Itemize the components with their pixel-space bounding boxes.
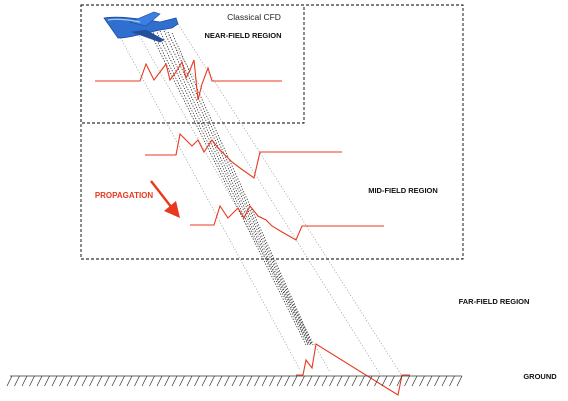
ground-hatch-mark bbox=[419, 375, 425, 387]
ground-hatch-mark bbox=[344, 375, 350, 387]
ground-hatch-mark bbox=[291, 375, 298, 387]
ground-hatch-mark bbox=[314, 375, 320, 387]
ground-hatch-mark bbox=[216, 375, 223, 387]
ground-hatch-mark bbox=[111, 375, 118, 387]
ground-hatch-mark bbox=[104, 375, 110, 387]
ray-line bbox=[147, 27, 307, 346]
ground-hatch-mark bbox=[156, 375, 163, 387]
ground-hatch-mark bbox=[351, 375, 358, 387]
ground-hatch-mark bbox=[239, 375, 245, 387]
ray-line bbox=[163, 30, 312, 346]
ground-hatch-mark bbox=[149, 375, 155, 387]
ray-line bbox=[159, 21, 381, 375]
mid-field-region-label: MID-FIELD REGION bbox=[368, 186, 438, 195]
ground-hatch-mark bbox=[134, 375, 140, 387]
ground-hatch-mark bbox=[404, 375, 410, 387]
ground-hatch-mark bbox=[21, 375, 28, 387]
ground-hatch-mark bbox=[119, 375, 125, 387]
ray-line bbox=[151, 29, 309, 346]
ground-hatch-mark bbox=[449, 375, 455, 387]
ground-hatch-mark bbox=[261, 375, 268, 387]
ground-hatch-mark bbox=[231, 375, 238, 387]
ground-hatch-mark bbox=[59, 375, 65, 387]
ground-label: GROUND bbox=[523, 372, 557, 381]
ground-hatch-mark bbox=[66, 375, 73, 387]
ground-hatch-mark bbox=[51, 375, 58, 387]
focused-ray-bundle bbox=[147, 27, 314, 346]
ground-hatch-mark bbox=[209, 375, 215, 387]
ground-hatch-mark bbox=[306, 375, 313, 387]
ground-signature bbox=[296, 343, 410, 396]
aircraft-icon bbox=[103, 11, 179, 43]
ground-hatch-mark bbox=[299, 375, 305, 387]
ground-hatch-mark bbox=[179, 375, 185, 387]
far-field-region-label: FAR-FIELD REGION bbox=[459, 297, 530, 306]
propagation-label: PROPAGATION bbox=[95, 191, 154, 200]
ground-hatch-mark bbox=[366, 375, 373, 387]
ground-hatch-mark bbox=[269, 375, 275, 387]
ground-hatch-mark bbox=[186, 375, 193, 387]
ground-hatch-mark bbox=[126, 375, 133, 387]
ground-hatch-mark bbox=[29, 375, 35, 387]
ground-hatch-mark bbox=[374, 375, 380, 387]
ground-hatch-mark bbox=[396, 375, 403, 387]
ray-line bbox=[167, 31, 313, 346]
ground-hatch-mark bbox=[336, 375, 343, 387]
ground-hatch-mark bbox=[246, 375, 253, 387]
ground-hatch-mark bbox=[44, 375, 50, 387]
ground-hatch-mark bbox=[141, 375, 148, 387]
ground-hatch-mark bbox=[254, 375, 260, 387]
ground-hatch-mark bbox=[74, 375, 80, 387]
outer-rays bbox=[111, 21, 403, 377]
ground-hatch-mark bbox=[96, 375, 103, 387]
ground-hatch-mark bbox=[329, 375, 335, 387]
ground-hatch-mark bbox=[434, 375, 440, 387]
near-field-signature bbox=[95, 59, 282, 101]
ground-hatch-mark bbox=[14, 375, 20, 387]
ground-hatch-mark bbox=[359, 375, 365, 387]
ground-hatch-mark bbox=[321, 375, 328, 387]
ground-hatch-mark bbox=[411, 375, 418, 387]
ground-hatch-mark bbox=[194, 375, 200, 387]
mid-field-signature-lower bbox=[190, 204, 384, 241]
ground-hatch-mark bbox=[224, 375, 230, 387]
ground-hatch-mark bbox=[381, 375, 388, 387]
ray-line bbox=[155, 29, 310, 346]
ray-line bbox=[177, 23, 403, 377]
ground-hatch-mark bbox=[81, 375, 88, 387]
ground-hatch-mark bbox=[441, 375, 448, 387]
ground-hatch-mark bbox=[164, 375, 170, 387]
mid-field-region-box bbox=[80, 4, 464, 260]
ray-line bbox=[171, 32, 314, 346]
classical-cfd-label: Classical CFD bbox=[227, 12, 281, 22]
ground-hatch-mark bbox=[171, 375, 178, 387]
ray-line bbox=[159, 30, 311, 346]
ground-hatch-mark bbox=[276, 375, 283, 387]
ground-hatch-mark bbox=[6, 375, 13, 387]
ground-hatch-mark bbox=[201, 375, 208, 387]
ground-hatch-mark bbox=[89, 375, 95, 387]
ground-hatch-mark bbox=[36, 375, 43, 387]
ground-surface bbox=[6, 375, 463, 387]
ground-hatch-mark bbox=[389, 375, 395, 387]
ground-hatch-mark bbox=[426, 375, 433, 387]
near-field-region-box bbox=[80, 4, 305, 124]
mid-field-signature-upper bbox=[145, 132, 342, 179]
near-field-region-label: NEAR-FIELD REGION bbox=[204, 31, 281, 40]
ground-hatch-mark bbox=[284, 375, 290, 387]
arrow-down-right-icon bbox=[150, 180, 180, 218]
ground-hatch-mark bbox=[456, 375, 463, 387]
